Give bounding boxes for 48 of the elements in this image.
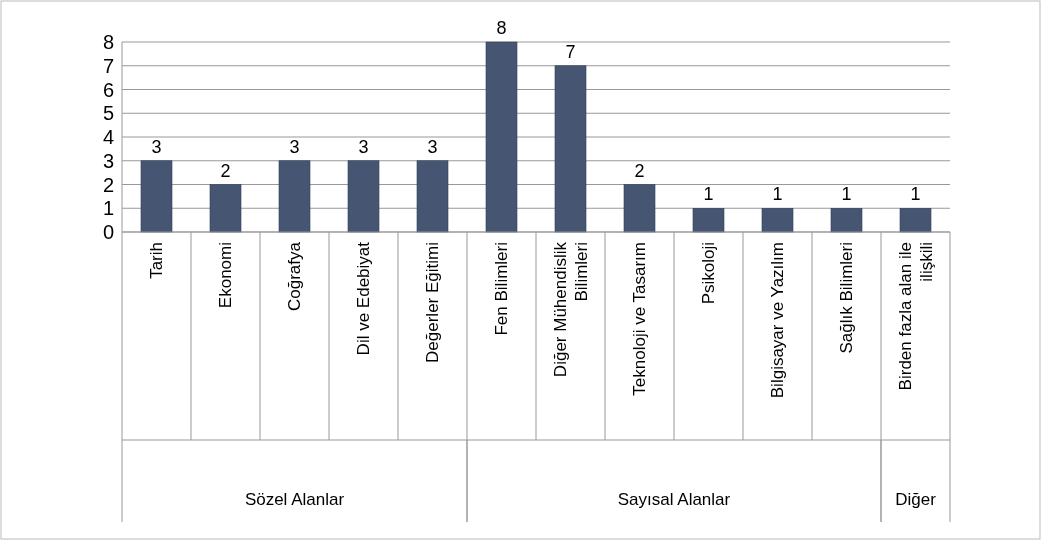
- data-label: 2: [634, 160, 645, 181]
- data-label: 1: [841, 184, 852, 205]
- bar: [485, 41, 518, 233]
- data-label: 3: [289, 136, 300, 157]
- data-label: 7: [565, 41, 576, 62]
- bar: [278, 160, 311, 233]
- y-tick-label: 0: [102, 221, 114, 243]
- data-label: 2: [220, 160, 231, 181]
- text: Sözel Alanlar: [244, 490, 345, 509]
- x-tick-label: Dil ve Edebiyat: [354, 241, 374, 356]
- bar: [761, 208, 794, 233]
- x-tick-label: Coğrafya: [285, 241, 305, 311]
- bar: [347, 160, 380, 233]
- data-label: 3: [151, 136, 162, 157]
- data-label: 1: [910, 184, 921, 205]
- x-tick-label: Fen Bilimleri: [492, 242, 512, 336]
- bar: [554, 65, 587, 233]
- y-tick-label: 3: [102, 149, 114, 172]
- y-tick-label: 8: [102, 31, 114, 53]
- bar: [623, 184, 656, 233]
- x-tick-label: Ekonomi: [216, 242, 236, 309]
- x-tick-label: Diğer Mühendislik Bilimleri: [551, 241, 591, 378]
- text: Sayısal Alanlar: [617, 490, 731, 509]
- data-label: 8: [496, 18, 507, 38]
- bar: [140, 160, 173, 233]
- x-tick-label: Sağlık Bilimleri: [837, 242, 857, 354]
- x-tick-label: Psikoloji: [699, 242, 719, 305]
- y-tick-label: 7: [102, 54, 114, 77]
- data-label: 1: [703, 184, 714, 205]
- data-label: 3: [358, 136, 369, 157]
- y-tick-label: 4: [102, 126, 114, 148]
- x-tick-label: Değerler Eğitimi: [423, 242, 443, 363]
- bar: [830, 208, 863, 233]
- x-tick-label: Tarih: [147, 242, 167, 279]
- y-tick-label: 1: [102, 197, 114, 220]
- x-tick-label: Teknoloji ve Tasarım: [630, 242, 650, 396]
- y-tick-label: 5: [102, 102, 114, 125]
- x-tick-label: Birden fazla alan ile ilişkili: [896, 242, 936, 391]
- y-tick-label: 2: [102, 173, 114, 196]
- x-tick-label: Bilgisayar ve Yazılım: [768, 242, 788, 399]
- data-label: 3: [427, 136, 438, 157]
- y-tick-label: 6: [102, 78, 114, 101]
- data-label: 1: [772, 184, 783, 205]
- bar: [209, 184, 242, 233]
- bar: [692, 208, 725, 233]
- bar: [416, 160, 449, 233]
- bar: [899, 208, 932, 233]
- text: Diğer: [895, 490, 937, 509]
